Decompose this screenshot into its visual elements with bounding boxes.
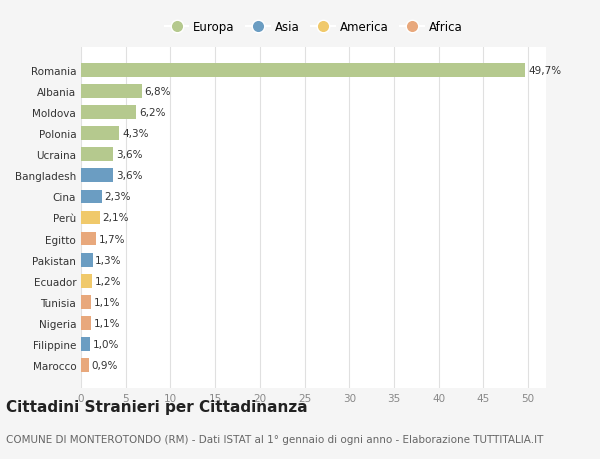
Text: 1,1%: 1,1% bbox=[94, 297, 120, 308]
Bar bbox=[81, 169, 113, 183]
Bar bbox=[81, 274, 92, 288]
Bar bbox=[81, 211, 100, 225]
Text: 2,3%: 2,3% bbox=[104, 192, 131, 202]
Bar bbox=[81, 359, 89, 372]
Bar bbox=[81, 190, 101, 204]
Text: 3,6%: 3,6% bbox=[116, 171, 142, 181]
Text: 0,9%: 0,9% bbox=[92, 361, 118, 370]
Text: 4,3%: 4,3% bbox=[122, 129, 149, 139]
Text: 1,7%: 1,7% bbox=[99, 234, 125, 244]
Bar bbox=[81, 296, 91, 309]
Text: 2,1%: 2,1% bbox=[103, 213, 129, 223]
Bar bbox=[81, 232, 96, 246]
Bar bbox=[81, 253, 92, 267]
Bar bbox=[81, 64, 526, 77]
Text: 49,7%: 49,7% bbox=[528, 66, 561, 75]
Text: 3,6%: 3,6% bbox=[116, 150, 142, 160]
Text: COMUNE DI MONTEROTONDO (RM) - Dati ISTAT al 1° gennaio di ogni anno - Elaborazio: COMUNE DI MONTEROTONDO (RM) - Dati ISTAT… bbox=[6, 434, 544, 444]
Bar bbox=[81, 85, 142, 98]
Text: 1,0%: 1,0% bbox=[92, 340, 119, 349]
Legend: Europa, Asia, America, Africa: Europa, Asia, America, Africa bbox=[160, 17, 467, 39]
Bar bbox=[81, 317, 91, 330]
Text: 1,2%: 1,2% bbox=[94, 276, 121, 286]
Bar bbox=[81, 148, 113, 162]
Bar bbox=[81, 106, 136, 119]
Text: 1,1%: 1,1% bbox=[94, 319, 120, 328]
Text: 6,2%: 6,2% bbox=[139, 108, 166, 118]
Bar bbox=[81, 127, 119, 140]
Text: 6,8%: 6,8% bbox=[145, 87, 171, 96]
Text: Cittadini Stranieri per Cittadinanza: Cittadini Stranieri per Cittadinanza bbox=[6, 399, 308, 414]
Bar bbox=[81, 338, 90, 351]
Text: 1,3%: 1,3% bbox=[95, 255, 122, 265]
